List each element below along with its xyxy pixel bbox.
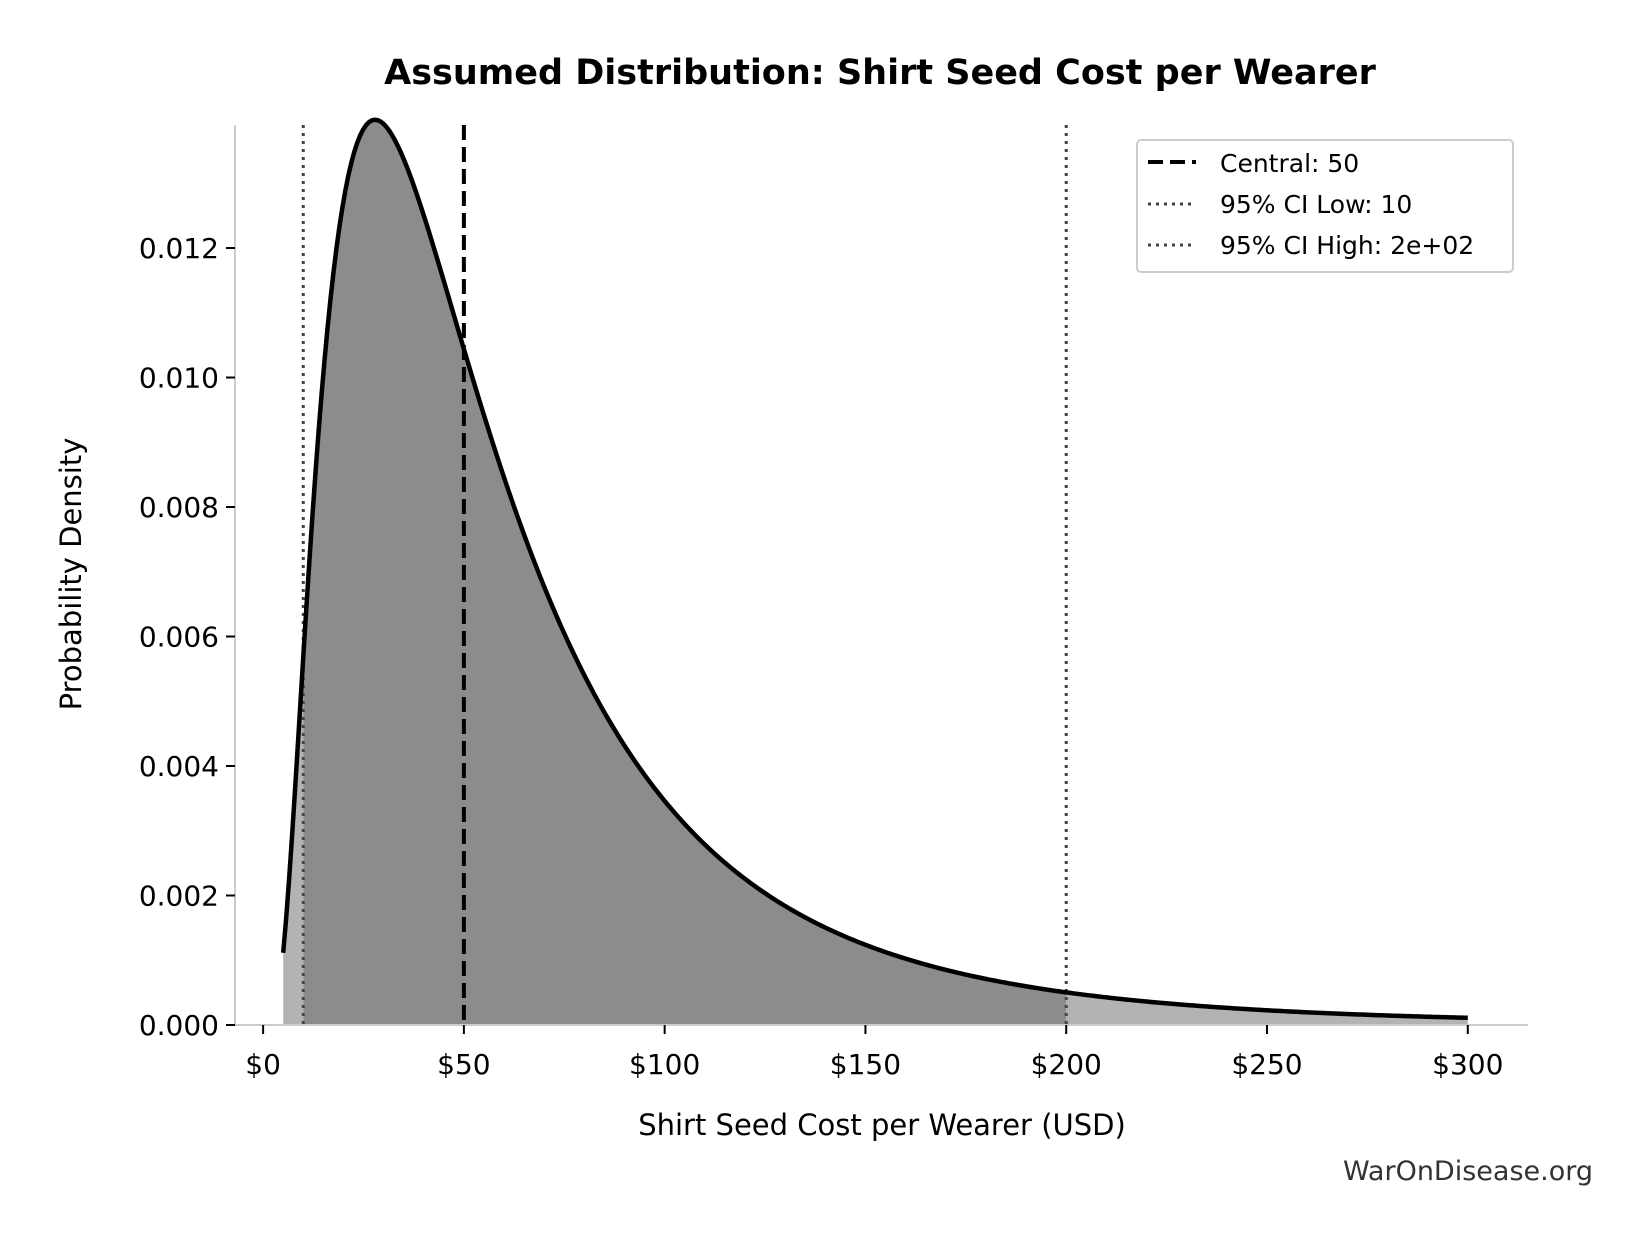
x-tick-label: $300	[1432, 1048, 1503, 1081]
legend-box	[1136, 139, 1514, 273]
y-tick-label: 0.008	[139, 491, 219, 524]
legend-ci-low-label: 95% CI Low: 10	[1220, 190, 1412, 219]
y-tick-label: 0.004	[139, 750, 219, 783]
chart-title: Assumed Distribution: Shirt Seed Cost pe…	[384, 53, 1376, 93]
y-axis-label: Probability Density	[54, 438, 88, 711]
density-curve	[280, 117, 1468, 1021]
x-tick-label: $0	[245, 1048, 281, 1081]
plot-area	[280, 117, 1468, 1025]
legend-central-label: Central: 50	[1220, 149, 1359, 178]
y-axis-ticks: 0.000 0.002 0.004 0.006 0.008 0.010 0.012	[139, 232, 235, 1042]
y-tick-label: 0.012	[139, 232, 219, 265]
x-tick-label: $250	[1231, 1048, 1302, 1081]
x-tick-label: $200	[1031, 1048, 1102, 1081]
fill-inside-ci	[303, 119, 1067, 1025]
x-tick-label: $150	[830, 1048, 901, 1081]
x-tick-label: $50	[437, 1048, 490, 1081]
watermark: WarOnDisease.org	[1343, 1156, 1593, 1187]
legend-ci-high-label: 95% CI High: 2e+02	[1220, 231, 1474, 260]
x-axis-ticks: $0 $50 $100 $150 $200 $250 $300	[245, 1025, 1503, 1081]
y-tick-label: 0.002	[139, 880, 219, 913]
x-tick-label: $100	[629, 1048, 700, 1081]
y-tick-label: 0.006	[139, 621, 219, 654]
legend: Central: 50 95% CI Low: 10 95% CI High: …	[1136, 139, 1514, 273]
y-tick-label: 0.000	[139, 1009, 219, 1042]
y-tick-label: 0.010	[139, 362, 219, 395]
x-axis-label: Shirt Seed Cost per Wearer (USD)	[638, 1108, 1126, 1142]
axes	[234, 125, 1528, 1026]
